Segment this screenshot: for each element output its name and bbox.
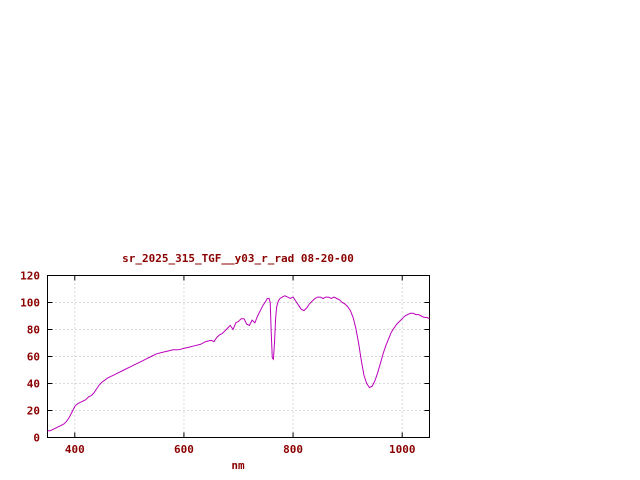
chart-title: sr_2025_315_TGF__y03_r_rad 08-20-00 — [122, 252, 354, 265]
y-tick-label: 100 — [20, 297, 40, 310]
x-tick-label: 1000 — [389, 443, 416, 456]
y-tick-label: 20 — [27, 405, 40, 418]
x-axis-label: nm — [231, 459, 245, 472]
y-tick-label: 0 — [33, 432, 40, 445]
tick-labels: 400 600 800 1000 0 20 40 60 80 100 120 — [20, 270, 415, 457]
y-tick-label: 40 — [27, 378, 40, 391]
chart-axes — [47, 275, 430, 438]
y-tick-label: 80 — [27, 324, 40, 337]
y-tick-label: 120 — [20, 270, 40, 283]
spectrum-line — [47, 295, 430, 432]
x-tick-label: 400 — [65, 443, 85, 456]
x-tick-label: 800 — [283, 443, 303, 456]
y-tick-label: 60 — [27, 351, 40, 364]
chart-grid — [47, 275, 430, 438]
x-tick-label: 600 — [174, 443, 194, 456]
